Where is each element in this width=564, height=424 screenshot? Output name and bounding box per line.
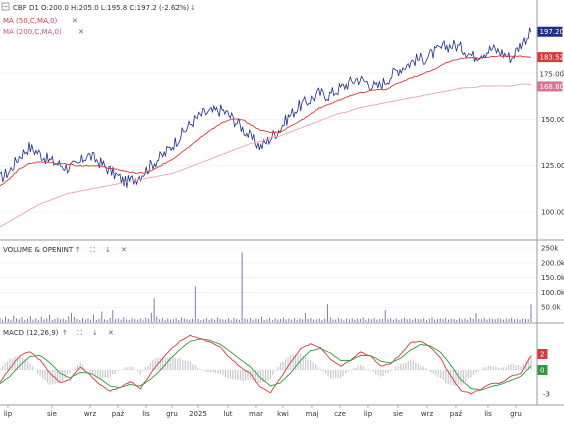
volume-label: VOLUME & OPENINT (3, 246, 74, 254)
close-icon[interactable]: ✕ (108, 329, 114, 337)
price-header: CBF D1 O:200.0 H:205.0 L:195.8 C:197.2 (… (1, 2, 196, 36)
last-value-tag-bg (537, 81, 563, 92)
arrow-down-icon[interactable]: ↓ (105, 246, 111, 254)
maximize-icon[interactable]: ⛶ (77, 329, 82, 337)
time-x-axis: lip sie wrz paź lis gru 2025 lut mar kwi maj cze lip… (4, 405, 522, 418)
x-tick-label: wrz (421, 410, 434, 418)
volume-tick-label: 250k (541, 245, 559, 253)
volume-tick-label: 50.0k (541, 304, 562, 312)
x-tick-label: lis (142, 410, 150, 418)
ma50-series-line (0, 55, 532, 187)
x-tick-label: maj (305, 410, 318, 418)
macd-tick-label: -3 (543, 391, 550, 399)
x-tick-label: lip (364, 410, 373, 418)
arrow-down-icon[interactable]: ↓ (92, 329, 98, 337)
arrow-up-icon[interactable]: ↑ (75, 246, 81, 254)
ma200-series-line (0, 83, 531, 228)
macd-last-tag-bg (537, 349, 548, 359)
x-tick-label: mar (249, 410, 263, 418)
last-value-tag: 175.00 (540, 70, 564, 78)
close-icon[interactable]: ✕ (72, 17, 78, 25)
macd-lines (0, 334, 532, 395)
close-icon[interactable]: ✕ (121, 246, 127, 254)
last-value-tag-bg (537, 68, 563, 79)
macd-label: MACD (12,26,9) (3, 329, 59, 337)
x-tick-label: lip (4, 410, 13, 418)
last-value-tag: 168.80 (540, 83, 564, 91)
volume-bars (0, 252, 532, 322)
volume-y-axis: 50.0k 100.0k 150.0k 200.0k 250k (541, 245, 564, 312)
price-tick-label: 125.00 (541, 162, 564, 170)
volume-tick-label: 200.0k (541, 259, 564, 267)
last-value-tags: 197.20 183.52 175.00 168.80 2 0 (537, 26, 564, 375)
last-value-tag-bg (537, 52, 563, 63)
last-value-tag: 197.20 (540, 28, 564, 36)
macd-header: MACD (12,26,9) ↑ ⛶ ↓ ✕ (3, 329, 114, 337)
signal-series-line (0, 338, 532, 391)
arrow-up-icon[interactable]: ↑ (62, 329, 68, 337)
macd-last-tag: 2 (540, 351, 544, 359)
x-tick-label: gru (166, 410, 178, 418)
x-tick-label: lut (223, 410, 232, 418)
x-tick-label: sie (47, 410, 57, 418)
x-tick-label: kwi (277, 410, 289, 418)
maximize-icon[interactable]: ⛶ (175, 4, 180, 12)
x-tick-label: paź (112, 410, 125, 418)
maximize-icon[interactable]: ⛶ (90, 246, 95, 254)
price-series-line (0, 27, 532, 188)
price-tick-label: 100.00 (541, 209, 564, 217)
macd-last-tag-bg (537, 365, 548, 375)
volume-tick-label: 150.0k (541, 274, 564, 282)
x-tick-label: gru (510, 410, 522, 418)
volume-grid (0, 247, 537, 308)
x-tick-label: sie (393, 410, 403, 418)
last-value-tag: 183.52 (540, 54, 564, 62)
x-tick-label: paź (450, 410, 463, 418)
x-tick-label: lis (484, 410, 492, 418)
ma50-label[interactable]: MA (50,C,MA,0) (3, 17, 58, 25)
ohlc-readout: CBF D1 O:200.0 H:205.0 L:195.8 C:197.2 (… (13, 4, 189, 12)
close-icon[interactable]: ✕ (78, 28, 84, 36)
pane-borders (0, 0, 564, 406)
macd-series-line (0, 334, 532, 395)
ma200-label[interactable]: MA (200,C,MA,0) (3, 28, 62, 36)
volume-tick-label: 100.0k (541, 289, 564, 297)
macd-last-tag: 0 (540, 367, 544, 375)
x-tick-label: cze (334, 410, 346, 418)
collapse-icon[interactable] (1, 2, 10, 11)
arrow-down-icon[interactable]: ↓ (190, 4, 196, 12)
last-value-tag-bg (537, 26, 563, 37)
volume-header: VOLUME & OPENINT ↑ ⛶ ↓ ✕ (3, 246, 127, 254)
price-tick-label: 150.00 (541, 116, 564, 124)
x-tick-label: 2025 (189, 410, 207, 418)
price-lines (0, 27, 532, 228)
x-tick-label: wrz (84, 410, 97, 418)
